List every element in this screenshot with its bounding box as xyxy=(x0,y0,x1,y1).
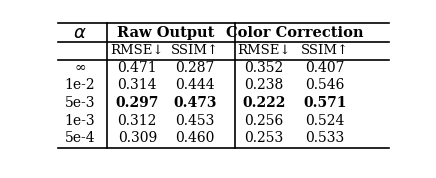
Text: 0.314: 0.314 xyxy=(118,78,157,93)
Text: 0.460: 0.460 xyxy=(175,131,215,145)
Text: 0.571: 0.571 xyxy=(303,96,347,110)
Text: ∞: ∞ xyxy=(74,61,85,75)
Text: 0.453: 0.453 xyxy=(175,114,215,128)
Text: RMSE↓: RMSE↓ xyxy=(237,44,291,57)
Text: 0.256: 0.256 xyxy=(244,114,284,128)
Text: Color Correction: Color Correction xyxy=(226,26,363,40)
Text: 1e-3: 1e-3 xyxy=(65,114,95,128)
Text: 5e-4: 5e-4 xyxy=(65,131,95,145)
Text: 0.473: 0.473 xyxy=(173,96,217,110)
Text: 0.312: 0.312 xyxy=(118,114,157,128)
Text: $\alpha$: $\alpha$ xyxy=(73,24,87,42)
Text: Raw Output: Raw Output xyxy=(117,26,215,40)
Text: RMSE↓: RMSE↓ xyxy=(111,44,164,57)
Text: 0.533: 0.533 xyxy=(305,131,344,145)
Text: 0.444: 0.444 xyxy=(175,78,215,93)
Text: 1e-2: 1e-2 xyxy=(65,78,95,93)
Text: 0.238: 0.238 xyxy=(244,78,284,93)
Text: 0.309: 0.309 xyxy=(118,131,157,145)
Text: SSIM↑: SSIM↑ xyxy=(301,44,349,57)
Text: 0.407: 0.407 xyxy=(305,61,344,75)
Text: 0.546: 0.546 xyxy=(305,78,344,93)
Text: 0.287: 0.287 xyxy=(175,61,215,75)
Text: 0.297: 0.297 xyxy=(116,96,159,110)
Text: SSIM↑: SSIM↑ xyxy=(170,44,219,57)
Text: 0.352: 0.352 xyxy=(244,61,284,75)
Text: 0.253: 0.253 xyxy=(244,131,284,145)
Text: 0.222: 0.222 xyxy=(242,96,286,110)
Text: 0.471: 0.471 xyxy=(117,61,157,75)
Text: 5e-3: 5e-3 xyxy=(65,96,95,110)
Text: 0.524: 0.524 xyxy=(305,114,344,128)
